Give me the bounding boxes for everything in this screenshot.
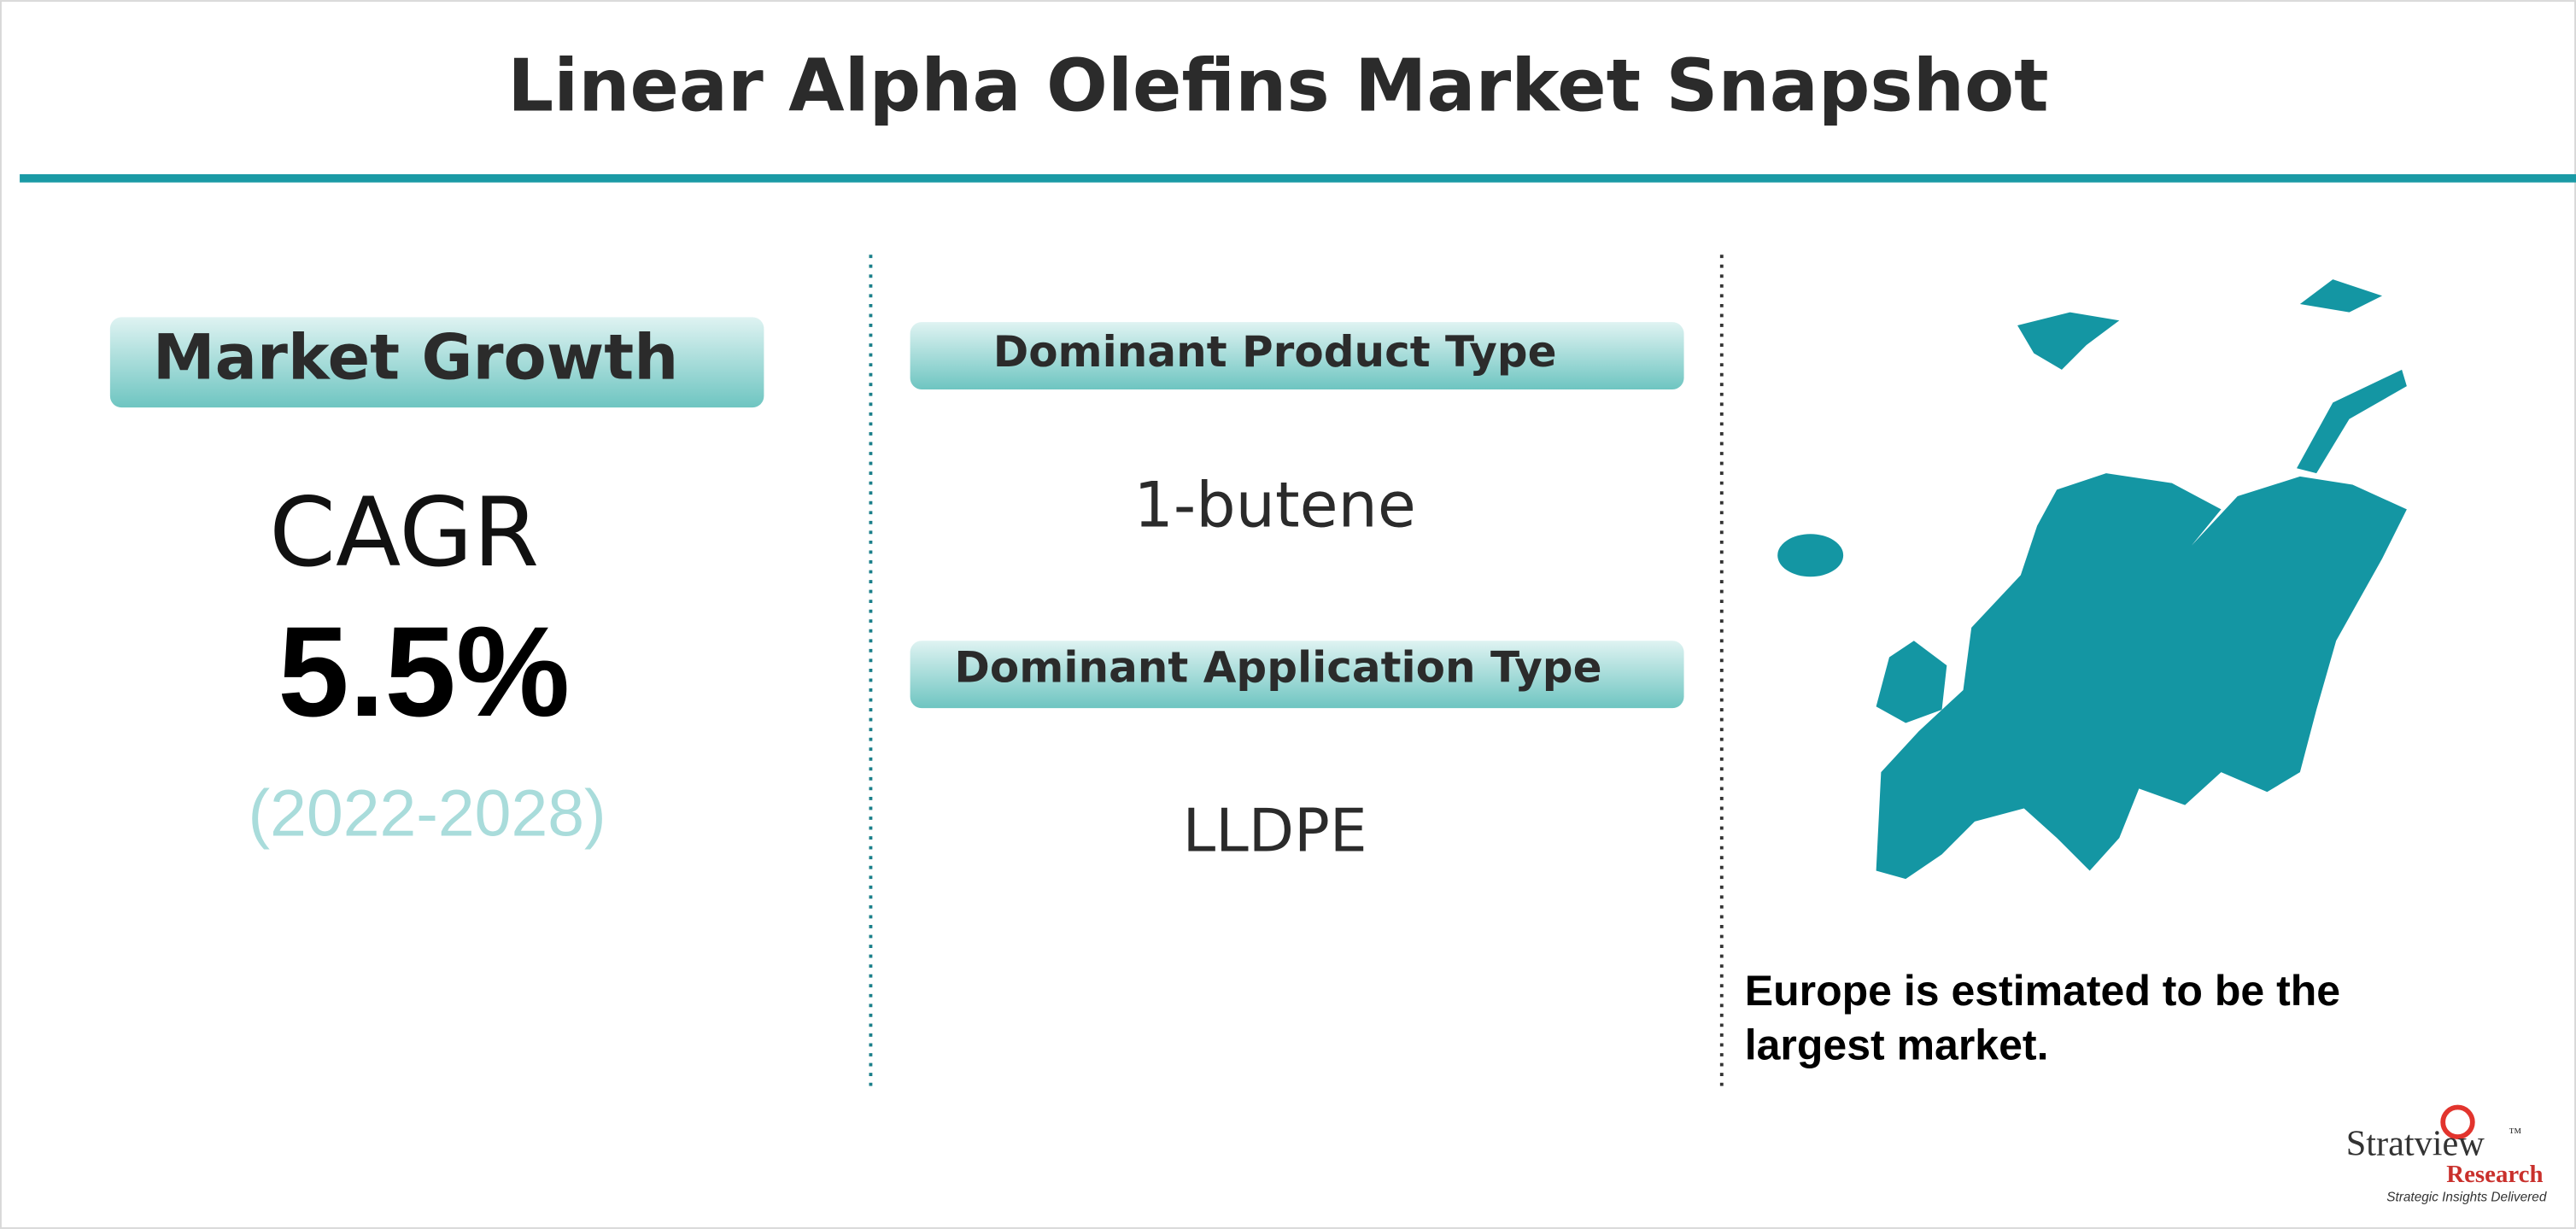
title-rule	[20, 174, 2576, 183]
metric: CAGR	[269, 477, 539, 588]
growth-label: Market Growth	[153, 321, 678, 394]
growth-pill	[109, 317, 764, 408]
application-pill	[910, 641, 1684, 709]
product-value: 1-butene	[1133, 469, 1415, 541]
europe-map	[1777, 279, 2407, 880]
logo-tagline: Strategic Insights Delivered	[2386, 1190, 2547, 1204]
logo-sub: Research	[2446, 1161, 2543, 1188]
product-pill	[910, 322, 1684, 389]
region-text: largest market.	[1745, 1021, 2049, 1068]
metric-value: 5.5%	[278, 600, 570, 743]
application-label: Dominant Application Type	[954, 642, 1601, 692]
logo-icon	[2440, 1104, 2475, 1140]
title: Linear Alpha Olefins Market Snapshot	[507, 43, 2048, 127]
product-label: Dominant Product Type	[993, 327, 1557, 377]
period: (2022-2028)	[249, 776, 606, 850]
application-value: LLDPE	[1183, 797, 1367, 865]
logo-mark: ™	[2509, 1126, 2521, 1140]
logo-name: Stratview	[2346, 1123, 2485, 1163]
region-text: Europe is estimated to be the	[1745, 967, 2340, 1015]
